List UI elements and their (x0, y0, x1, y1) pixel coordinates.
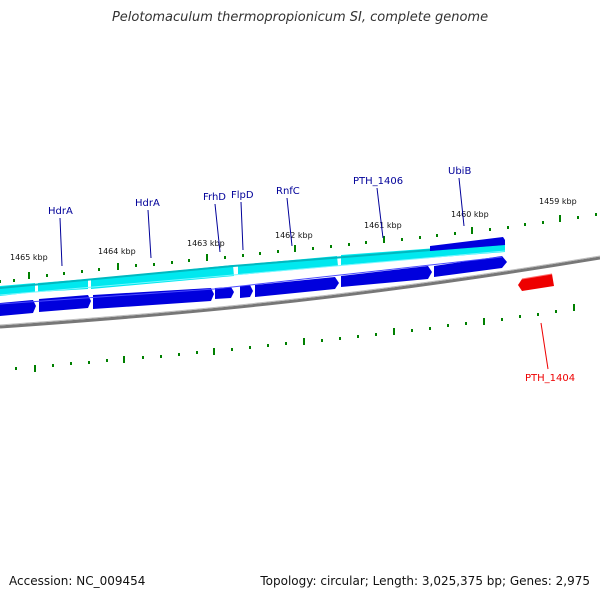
gene-label[interactable]: PTH_1406 (353, 176, 403, 187)
genome-backbone (0, 256, 600, 329)
gene-leader-lines (59, 177, 465, 267)
scale-labels: 1465 kbp 1464 kbp 1463 kbp 1462 kbp 1461… (10, 197, 577, 262)
upper-tick-ruler (0, 213, 597, 283)
leader-line (458, 177, 465, 227)
gene-arrow[interactable] (39, 295, 91, 312)
gene-arrow[interactable] (341, 266, 432, 287)
gene-label[interactable]: RnfC (276, 186, 300, 197)
gene-labels: HdrA HdrA FrhD FlpD RnfC PTH_1406 UbiB (48, 166, 471, 217)
gene-label[interactable]: FrhD (203, 192, 226, 203)
reverse-gene-highlight (521, 273, 553, 280)
cds-band-highlight (0, 243, 506, 289)
genome-title: Pelotomaculum thermopropionicum SI, comp… (111, 10, 489, 25)
scale-label: 1459 kbp (539, 197, 577, 206)
forward-strand (0, 256, 507, 316)
gene-arrow[interactable] (215, 287, 234, 299)
scale-label: 1464 kbp (98, 247, 136, 256)
gene-label[interactable]: HdrA (135, 198, 160, 209)
genome-backbone-highlight (0, 255, 600, 326)
reverse-strand (518, 273, 554, 291)
cds-band (0, 237, 506, 296)
forward-strand-highlight (0, 256, 503, 305)
cds-band-shadow (0, 250, 506, 296)
gene-arrow[interactable] (434, 256, 507, 277)
leader-line (376, 187, 384, 239)
leader-line (59, 217, 63, 267)
cds-segment[interactable] (341, 243, 505, 265)
reverse-gene-label[interactable]: PTH_1404 (525, 373, 575, 384)
gene-arrow[interactable] (93, 288, 214, 309)
scale-label: 1463 kbp (187, 239, 225, 248)
scale-label: 1462 kbp (275, 231, 313, 240)
genome-summary: Topology: circular; Length: 3,025,375 bp… (260, 574, 590, 588)
gene-arrow[interactable] (0, 300, 36, 316)
leader-line (214, 203, 221, 253)
leader-line (147, 209, 152, 259)
scale-label: 1461 kbp (364, 221, 402, 230)
lower-tick-ruler (15, 304, 575, 372)
gene-arrow[interactable] (255, 277, 339, 297)
cds-segment[interactable] (91, 265, 234, 289)
scale-label: 1465 kbp (10, 253, 48, 262)
reverse-leader-line (540, 322, 549, 370)
leader-line (240, 201, 244, 251)
gene-arrow[interactable] (240, 285, 253, 298)
leader-line (286, 197, 293, 247)
accession-label: Accession: NC_009454 (9, 574, 146, 588)
gene-label[interactable]: UbiB (448, 166, 471, 177)
scale-label: 1460 kbp (451, 210, 489, 219)
gene-label[interactable]: FlpD (231, 190, 254, 201)
gene-label[interactable]: HdrA (48, 206, 73, 217)
upper-forward-gene[interactable] (430, 237, 505, 251)
cds-segment[interactable] (238, 256, 338, 275)
